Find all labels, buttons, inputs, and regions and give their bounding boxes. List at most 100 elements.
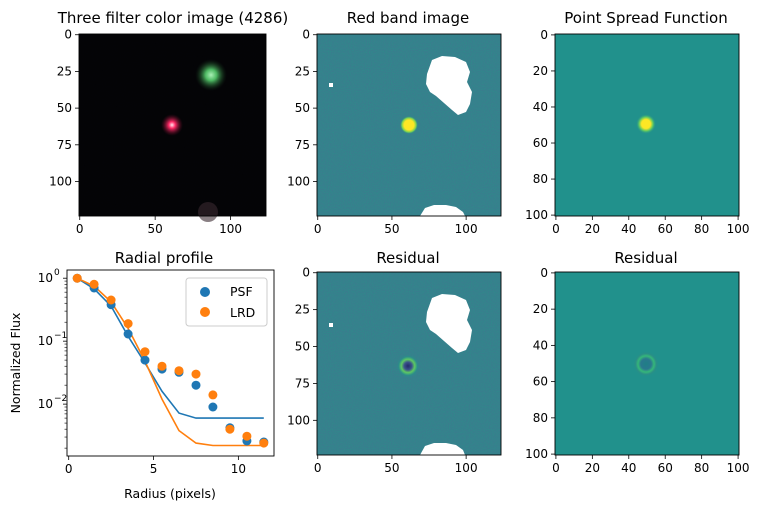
x-tick-label: 5 — [150, 462, 158, 476]
series-point-psf — [140, 355, 150, 365]
y-tick-exponent: −1 — [54, 331, 67, 341]
mask-region-lower — [420, 443, 465, 455]
legend-marker-psf — [200, 287, 210, 297]
x-tick-label: 10 — [231, 462, 246, 476]
axes-frame — [316, 271, 502, 456]
axes-frame — [66, 269, 275, 457]
y-tick-label: 50 — [295, 101, 310, 115]
legend-marker-lrd — [200, 307, 210, 317]
panel-title: Residual — [614, 249, 677, 267]
legend: PSF LRD — [185, 277, 268, 327]
x-tick-label: 0 — [65, 462, 73, 476]
x-tick-label: 0 — [552, 461, 560, 475]
y-tick-label: 75 — [295, 376, 310, 390]
y-tick-label: 80 — [533, 172, 548, 186]
panel-title: Three filter color image (4286) — [57, 9, 288, 27]
y-tick-label: 75 — [57, 138, 72, 152]
series-point-lrd — [225, 424, 235, 434]
x-tick-label: 100 — [727, 461, 750, 475]
series-point-lrd — [208, 390, 218, 400]
y-tick-label: 10 — [38, 271, 53, 285]
x-ticks: 0 50 100 — [314, 455, 478, 475]
y-tick-label: 40 — [533, 338, 548, 352]
panel-title: Red band image — [347, 9, 470, 27]
x-tick-label: 100 — [455, 222, 478, 236]
legend-label-lrd: LRD — [230, 305, 255, 320]
x-tick-label: 0 — [314, 461, 322, 475]
y-tick-exponent: −2 — [54, 394, 67, 404]
y-tick-label: 100 — [287, 175, 310, 189]
y-tick-label: 60 — [533, 136, 548, 150]
residual-ring — [633, 351, 659, 377]
y-axis-label: Normalized Flux — [8, 313, 23, 414]
panel-title: Residual — [376, 249, 439, 267]
x-ticks: 0 20 40 60 80 100 — [552, 455, 750, 475]
series-point-lrd — [259, 438, 269, 448]
y-tick-label: 75 — [295, 138, 310, 152]
y-tick-label: 10 — [38, 397, 53, 411]
y-ticks: 0 25 50 75 100 — [287, 266, 317, 427]
x-axis-label: Radius (pixels) — [124, 486, 216, 501]
y-tick-label: 20 — [533, 302, 548, 316]
y-tick-label: 0 — [302, 266, 310, 280]
y-tick-label: 25 — [295, 303, 310, 317]
series-point-lrd — [106, 295, 116, 305]
mask-pixel — [329, 323, 333, 327]
y-ticks: 0 20 40 60 80 100 — [525, 28, 555, 222]
x-tick-label: 0 — [76, 222, 84, 236]
axes-frame — [554, 271, 740, 456]
panel-red-band: Red band image 0 50 100 0 25 50 75 100 — [287, 9, 502, 236]
image-area — [555, 34, 739, 216]
psf-blob — [636, 114, 656, 134]
y-ticks: 0 20 40 60 80 100 — [525, 266, 555, 461]
y-tick-label: 25 — [295, 64, 310, 78]
series-point-psf — [191, 380, 201, 390]
x-tick-label: 100 — [219, 222, 242, 236]
series-point-lrd — [89, 279, 99, 289]
panel-color-image: Three filter color image (4286) 0 50 100 0… — [49, 9, 288, 236]
y-tick-label: 100 — [287, 413, 310, 427]
x-ticks: 0 50 100 — [76, 216, 242, 236]
x-tick-label: 60 — [658, 461, 673, 475]
x-tick-label: 50 — [384, 222, 399, 236]
x-tick-label: 80 — [694, 222, 709, 236]
x-ticks: 0 20 40 60 80 100 — [552, 216, 750, 236]
x-tick-label: 40 — [621, 461, 636, 475]
image-area — [79, 34, 266, 222]
extended-source-green — [195, 59, 227, 91]
y-tick-label: 100 — [525, 208, 548, 222]
panel-title: Point Spread Function — [564, 9, 727, 27]
x-tick-label: 20 — [585, 222, 600, 236]
series-point-psf — [208, 402, 218, 412]
series-point-psf — [123, 329, 133, 339]
y-tick-label: 20 — [533, 64, 548, 78]
y-tick-label: 25 — [57, 64, 72, 78]
series-point-lrd — [174, 366, 184, 376]
x-tick-label: 20 — [585, 461, 600, 475]
residual-ring — [397, 355, 419, 377]
y-tick-label: 0 — [64, 28, 72, 42]
axes-frame — [78, 33, 267, 217]
series-point-lrd — [72, 273, 82, 283]
x-tick-label: 0 — [552, 222, 560, 236]
y-tick-label: 80 — [533, 411, 548, 425]
faint-source — [198, 202, 218, 222]
series-point-lrd — [242, 431, 252, 441]
y-tick-label: 0 — [540, 28, 548, 42]
y-ticks: 0 25 50 75 100 — [287, 28, 317, 189]
x-ticks: 0 50 100 — [314, 216, 478, 236]
x-tick-label: 100 — [455, 461, 478, 475]
x-tick-label: 100 — [727, 222, 750, 236]
mask-region-lower — [420, 205, 465, 216]
axes-frame — [554, 33, 740, 217]
panel-residual-psf: Residual 0 20 40 60 80 100 0 20 40 60 80 100 — [525, 249, 749, 475]
y-tick-label: 50 — [57, 101, 72, 115]
y-tick-label: 10 — [38, 334, 53, 348]
y-tick-exponent: 0 — [54, 268, 60, 278]
y-tick-label: 40 — [533, 100, 548, 114]
series-point-lrd — [140, 347, 150, 357]
x-tick-label: 80 — [694, 461, 709, 475]
